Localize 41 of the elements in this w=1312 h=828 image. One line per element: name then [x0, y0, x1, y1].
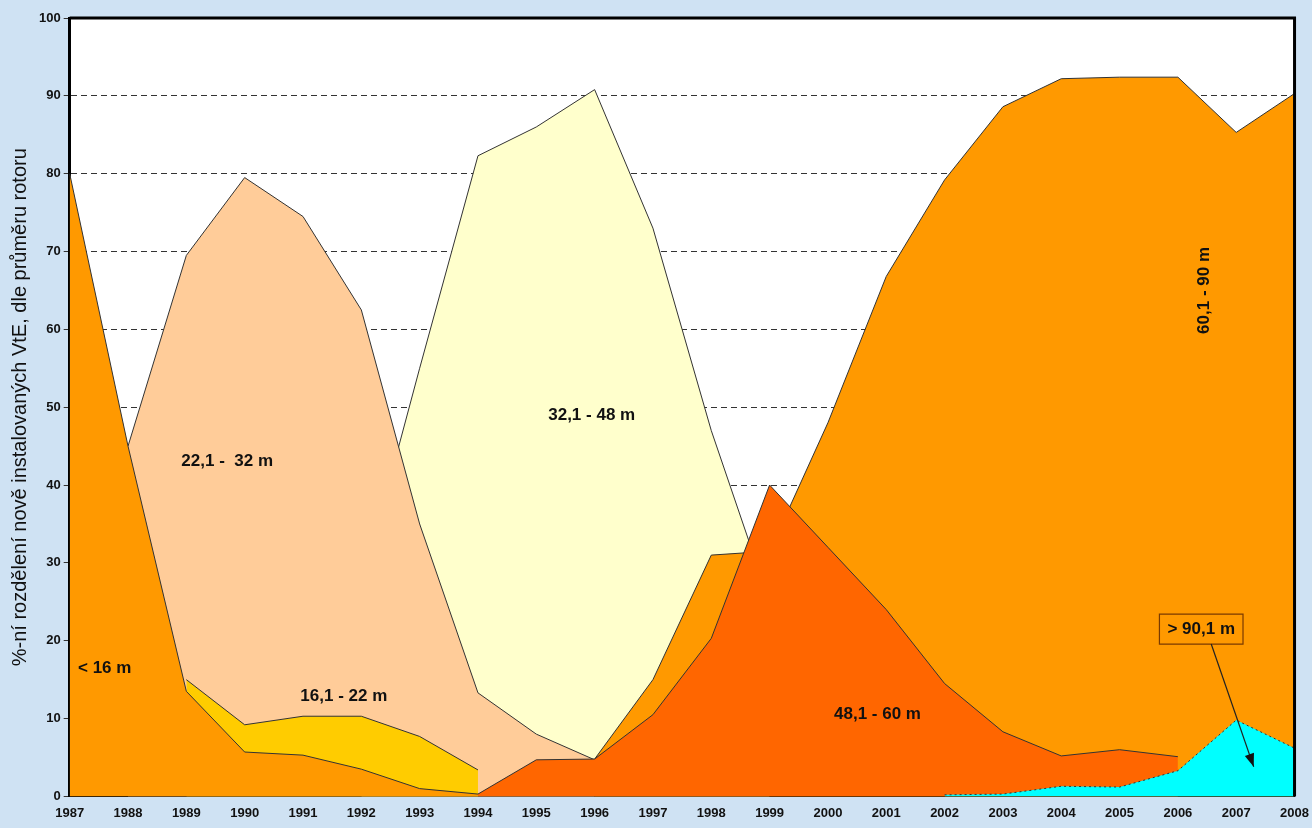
x-tick-label: 1991 [288, 804, 318, 820]
x-tick-label: 1994 [463, 804, 494, 820]
y-tick-label: 80 [46, 165, 61, 181]
x-tick-label: 2004 [1046, 804, 1077, 820]
x-tick-label: 1992 [346, 804, 376, 820]
y-tick-label: 60 [46, 320, 61, 336]
x-tick-label: 2001 [871, 804, 901, 820]
x-tick-label: 1993 [405, 804, 435, 820]
y-tick-label: 10 [46, 710, 61, 726]
series-label: 60,1 - 90 m [1193, 246, 1213, 334]
y-tick-label: 90 [46, 87, 61, 103]
x-tick-label: 2000 [813, 804, 843, 820]
series-label: 48,1 - 60 m [834, 704, 921, 724]
y-tick-label: 20 [46, 632, 61, 648]
y-tick-label: 100 [38, 9, 61, 25]
x-tick-label: 1988 [113, 804, 143, 820]
series-label: 22,1 - 32 m [181, 451, 274, 471]
y-tick-label: 40 [46, 476, 61, 492]
x-tick-label: 2005 [1105, 804, 1135, 820]
y-axis-title: %-ní rozdělení nově instalovaných VtE, dle průměru rotoru [7, 148, 30, 667]
y-tick-label: 70 [46, 243, 61, 259]
series-label: < 16 m [77, 657, 132, 677]
x-tick-label: 1996 [580, 804, 610, 820]
x-tick-label: 2002 [930, 804, 960, 820]
x-tick-label: 2007 [1221, 804, 1251, 820]
x-tick-label: 1987 [55, 804, 85, 820]
y-tick-label: 30 [46, 554, 61, 570]
x-tick-label: 1999 [755, 804, 785, 820]
x-tick-label: 2008 [1280, 804, 1309, 820]
x-tick-label: 1997 [638, 804, 668, 820]
series-label: 32,1 - 48 m [548, 404, 636, 424]
x-tick-label: 1990 [230, 804, 260, 820]
x-tick-label: 2003 [988, 804, 1018, 820]
x-tick-label: 1998 [696, 804, 726, 820]
x-tick-label: 2006 [1163, 804, 1193, 820]
y-tick-label: 0 [53, 787, 61, 803]
text: > 90,1 m [1167, 618, 1236, 638]
x-tick-label: 1995 [521, 804, 551, 820]
y-tick-label: 50 [46, 398, 61, 414]
x-tick-label: 1989 [171, 804, 201, 820]
series-label: 16,1 - 22 m [300, 686, 388, 706]
